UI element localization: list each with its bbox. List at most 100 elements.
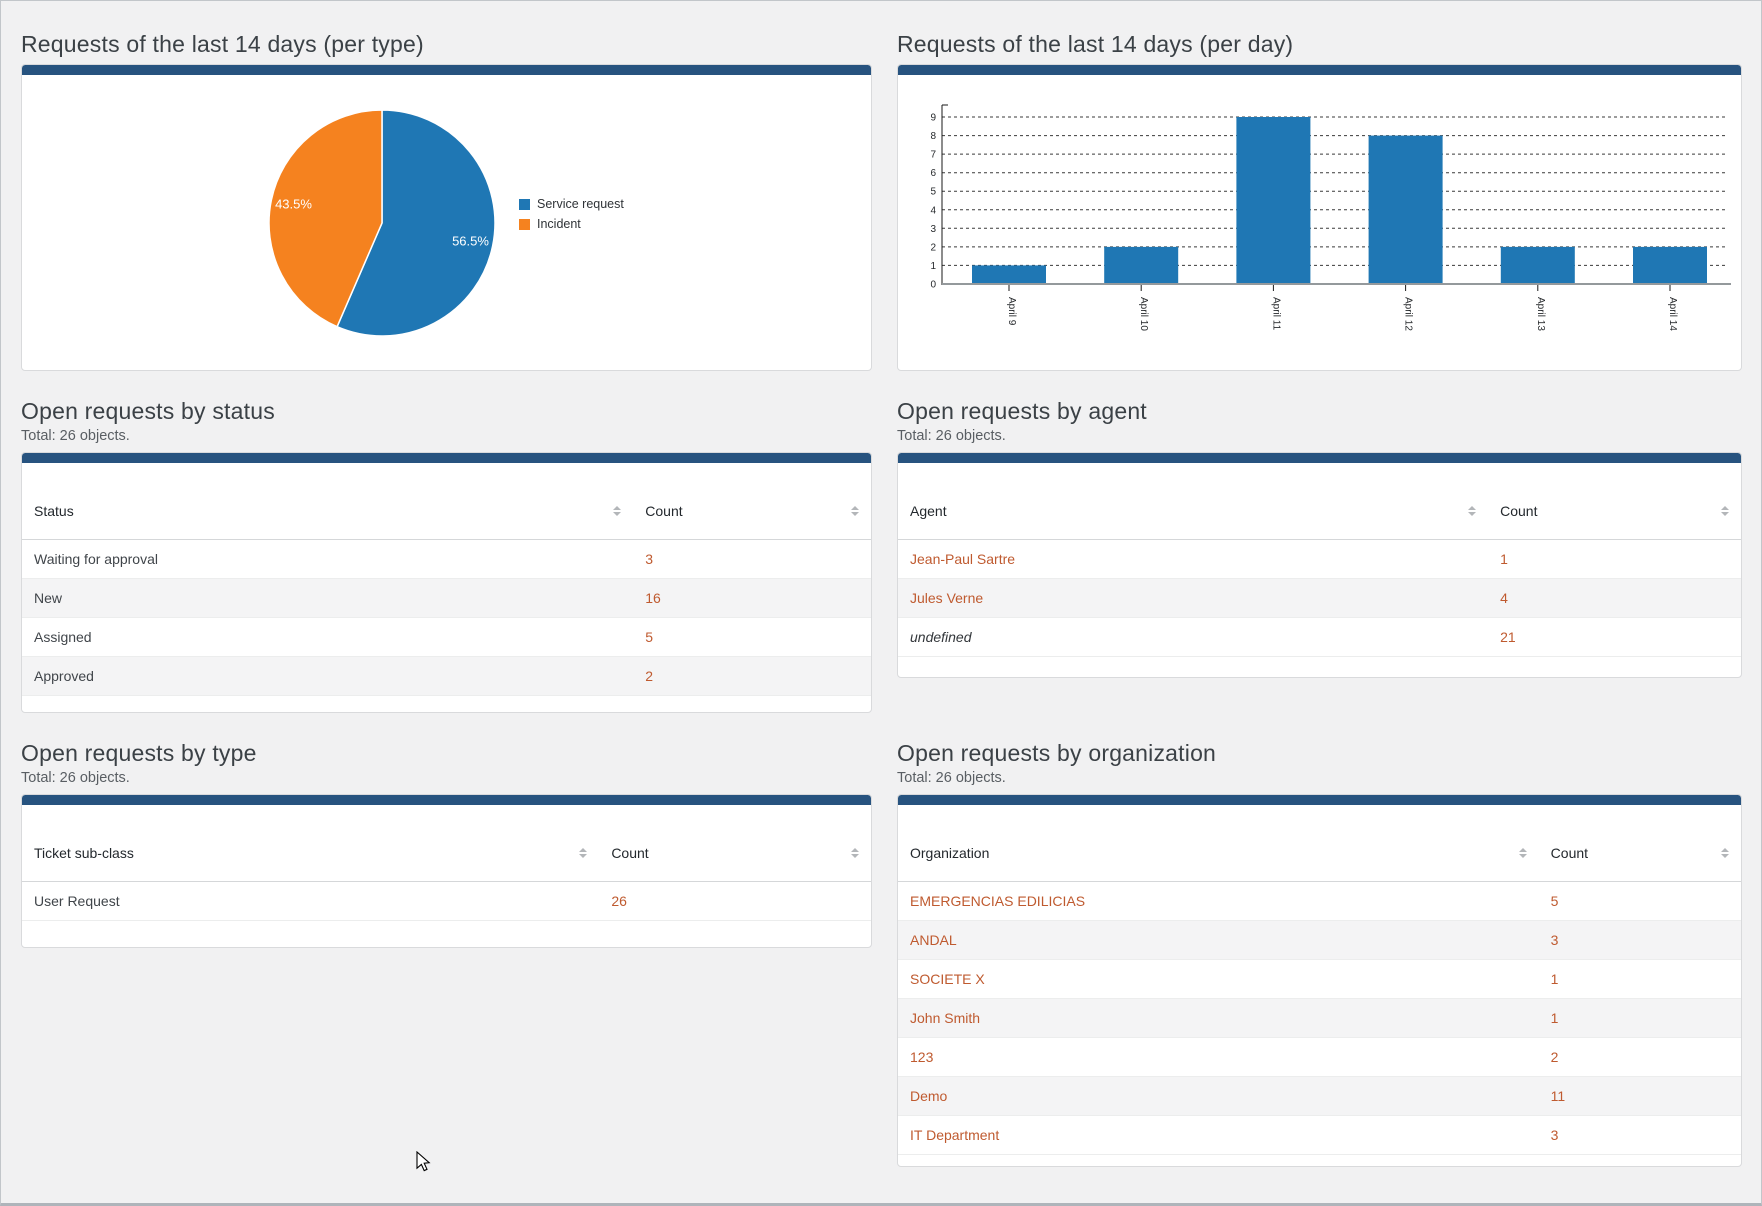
x-axis-tick-label: April 9 xyxy=(1006,297,1017,326)
y-axis-tick-label: 7 xyxy=(930,150,936,161)
legend-swatch-blue xyxy=(519,198,530,210)
table-row: John Smith 1 xyxy=(898,998,1741,1038)
sort-icon[interactable] xyxy=(851,848,859,858)
x-axis-tick-label: April 14 xyxy=(1667,297,1678,331)
sort-icon[interactable] xyxy=(1721,848,1729,858)
legend-swatch-orange xyxy=(519,218,530,230)
section-title: Open requests by status xyxy=(21,398,275,424)
table-row: Assigned 5 xyxy=(22,618,871,657)
row-count[interactable]: 21 xyxy=(1500,629,1516,645)
table-row: ANDAL 3 xyxy=(898,920,1741,960)
bar-april-9 xyxy=(972,265,1046,284)
row-link[interactable]: EMERGENCIAS EDILICIAS xyxy=(910,893,1086,909)
column-header-organization[interactable]: Organization xyxy=(898,805,1539,882)
panel-accent-bar xyxy=(898,65,1741,75)
pie-value-label: 56.5% xyxy=(452,233,489,248)
total-objects-label: Total: 26 objects. xyxy=(897,428,1006,444)
x-axis-tick-label: April 12 xyxy=(1403,297,1414,331)
pie-value-label: 43.5% xyxy=(275,197,312,212)
sort-icon[interactable] xyxy=(579,848,588,858)
panel-accent-bar xyxy=(22,453,871,463)
x-axis-tick-label: April 10 xyxy=(1138,297,1149,331)
y-axis-tick-label: 3 xyxy=(930,224,936,235)
row-link[interactable]: 123 xyxy=(910,1049,934,1065)
row-link[interactable]: IT Department xyxy=(910,1127,1000,1143)
table-row: User Request 26 xyxy=(22,882,871,921)
status-table: Status Count Waiting for approval 3 New 16 A… xyxy=(22,463,871,696)
bar-panel: 0 1 2 3 4 5 6 7 8 9 April 9 April 10 April 11 April 1… xyxy=(897,64,1742,371)
row-link[interactable]: ANDAL xyxy=(910,932,957,948)
table-row: undefined 21 xyxy=(898,618,1741,657)
row-count[interactable]: 1 xyxy=(1550,1010,1559,1026)
row-count[interactable]: 5 xyxy=(1550,893,1559,909)
row-link[interactable]: John Smith xyxy=(910,1010,981,1026)
y-axis-tick-label: 4 xyxy=(930,205,936,216)
total-objects-label: Total: 26 objects. xyxy=(21,770,130,786)
table-row: Demo 11 xyxy=(898,1076,1741,1116)
column-header-status[interactable]: Status xyxy=(22,463,634,540)
bar-april-10 xyxy=(1104,246,1179,284)
column-header-agent[interactable]: Agent xyxy=(898,463,1489,540)
row-label: Waiting for approval xyxy=(34,551,158,567)
table-row: Waiting for approval 3 xyxy=(22,540,871,579)
row-count[interactable]: 4 xyxy=(1500,590,1508,606)
pie-legend: Service request Incident xyxy=(519,197,624,231)
row-count[interactable]: 3 xyxy=(1550,932,1559,948)
page-title: Requests of the last 14 days (per type) xyxy=(21,31,424,57)
section-title: Open requests by type xyxy=(21,740,257,766)
column-header-count[interactable]: Count xyxy=(633,463,871,540)
pie-slice-service-request xyxy=(336,109,496,337)
row-count[interactable]: 1 xyxy=(1550,971,1559,987)
column-header-ticket-sub-class[interactable]: Ticket sub-class xyxy=(22,805,600,882)
sort-icon[interactable] xyxy=(1721,506,1729,516)
sort-icon[interactable] xyxy=(613,506,622,516)
table-row: IT Department 3 xyxy=(898,1116,1741,1155)
table-row: New 16 xyxy=(22,578,871,618)
row-link[interactable]: Demo xyxy=(910,1088,948,1104)
y-axis-tick-label: 6 xyxy=(930,168,936,179)
bar-chart: 0 1 2 3 4 5 6 7 8 9 April 9 April 10 April 11 April 1… xyxy=(930,104,1731,331)
section-title: Open requests by organization xyxy=(897,740,1217,766)
pie-chart: 56.5% 43.5% xyxy=(268,109,496,337)
panel-accent-bar xyxy=(898,795,1741,805)
row-label: User Request xyxy=(34,893,120,909)
row-link[interactable]: SOCIETE X xyxy=(910,971,985,987)
sort-icon[interactable] xyxy=(1468,506,1477,516)
column-header-count[interactable]: Count xyxy=(599,805,871,882)
row-count[interactable]: 26 xyxy=(611,893,627,909)
table-row: Approved 2 xyxy=(22,656,871,696)
agent-table-panel: Agent Count Jean-Paul Sartre 1 Jules Verne… xyxy=(897,452,1742,678)
sort-icon[interactable] xyxy=(851,506,859,516)
panel-requests-per-type: Requests of the last 14 days (per type) … xyxy=(21,31,872,371)
row-link[interactable]: Jean-Paul Sartre xyxy=(910,551,1016,567)
y-axis-tick-label: 8 xyxy=(930,131,936,142)
row-count[interactable]: 2 xyxy=(645,668,654,684)
row-count[interactable]: 1 xyxy=(1500,551,1508,567)
row-label: Approved xyxy=(34,668,94,684)
bar-april-13 xyxy=(1500,246,1575,284)
panel-open-requests-by-type: Open requests by type Total: 26 objects.… xyxy=(21,713,872,948)
sort-icon[interactable] xyxy=(1518,848,1527,858)
row-count[interactable]: 11 xyxy=(1550,1088,1566,1104)
y-axis-tick-label: 5 xyxy=(930,187,936,198)
row-count[interactable]: 5 xyxy=(645,629,654,645)
status-table-panel: Status Count Waiting for approval 3 New 16 A… xyxy=(21,452,872,713)
bar-april-14 xyxy=(1633,246,1707,284)
section-title: Open requests by agent xyxy=(897,398,1147,424)
bar-april-12 xyxy=(1368,135,1443,284)
row-count[interactable]: 2 xyxy=(1550,1049,1559,1065)
organization-table: Organization Count EMERGENCIAS EDILICIAS… xyxy=(898,805,1741,1155)
column-header-count[interactable]: Count xyxy=(1538,805,1741,882)
row-link[interactable]: Jules Verne xyxy=(910,590,984,606)
total-objects-label: Total: 26 objects. xyxy=(897,770,1006,786)
row-count[interactable]: 3 xyxy=(1550,1127,1559,1143)
x-axis-tick-label: April 11 xyxy=(1270,297,1281,331)
dashboard-grid: Requests of the last 14 days (per type) … xyxy=(1,1,1761,1167)
row-count[interactable]: 3 xyxy=(645,551,654,567)
row-count[interactable]: 16 xyxy=(645,590,661,606)
row-label: New xyxy=(34,590,63,606)
total-objects-label: Total: 26 objects. xyxy=(21,428,130,444)
y-axis-tick-label: 9 xyxy=(930,113,936,124)
column-header-count[interactable]: Count xyxy=(1488,463,1741,540)
